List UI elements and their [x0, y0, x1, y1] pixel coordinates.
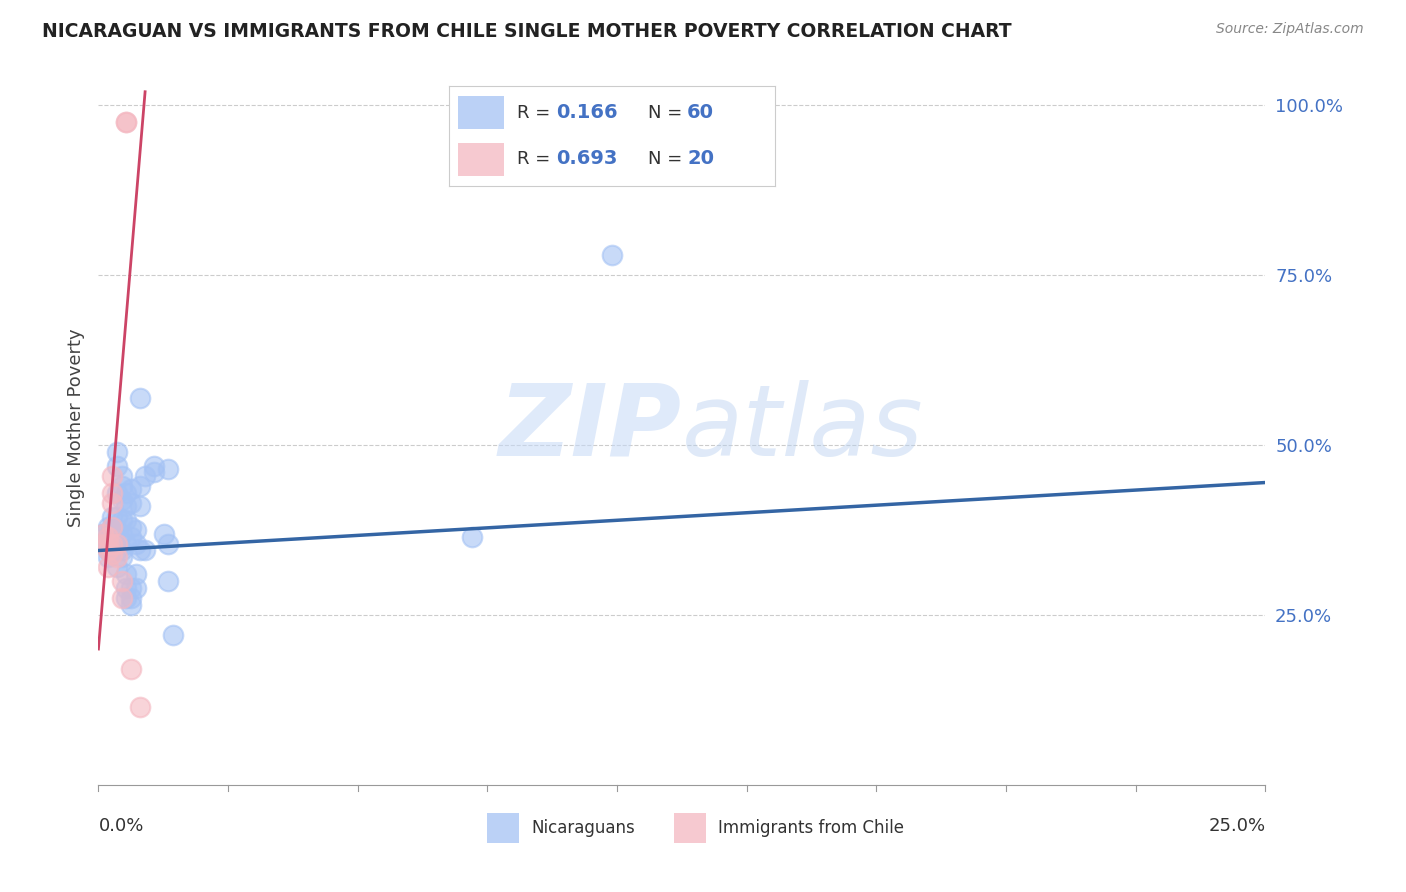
Point — [105, 537, 128, 551]
Point — [143, 458, 166, 473]
Point — [129, 500, 152, 514]
Point — [162, 628, 184, 642]
Point — [97, 537, 120, 551]
Point — [115, 581, 138, 595]
Point — [97, 560, 120, 574]
Point — [125, 523, 148, 537]
Point — [105, 550, 128, 565]
Point — [105, 509, 128, 524]
Point — [91, 526, 114, 541]
Point — [120, 483, 142, 497]
Point — [101, 519, 124, 533]
Point — [134, 543, 156, 558]
Point — [101, 485, 124, 500]
Point — [91, 526, 114, 541]
Point — [101, 537, 124, 551]
Point — [101, 530, 124, 544]
Point — [120, 591, 142, 605]
Point — [143, 466, 166, 480]
Point — [105, 445, 128, 459]
Point — [129, 391, 152, 405]
Point — [461, 530, 484, 544]
Point — [97, 550, 120, 565]
Point — [101, 547, 124, 561]
Point — [120, 530, 142, 544]
Point — [105, 537, 128, 551]
Point — [152, 526, 174, 541]
Text: Source: ZipAtlas.com: Source: ZipAtlas.com — [1216, 22, 1364, 37]
Point — [111, 543, 134, 558]
Point — [101, 496, 124, 510]
Point — [97, 519, 120, 533]
Point — [111, 591, 134, 605]
Point — [91, 537, 114, 551]
Point — [125, 537, 148, 551]
Text: ZIP: ZIP — [499, 380, 682, 476]
Text: NICARAGUAN VS IMMIGRANTS FROM CHILE SINGLE MOTHER POVERTY CORRELATION CHART: NICARAGUAN VS IMMIGRANTS FROM CHILE SING… — [42, 22, 1012, 41]
Point — [101, 537, 124, 551]
Point — [115, 513, 138, 527]
Point — [97, 543, 120, 558]
Point — [97, 543, 120, 558]
Point — [120, 496, 142, 510]
Point — [129, 479, 152, 493]
Point — [115, 567, 138, 582]
Point — [111, 492, 134, 507]
Point — [111, 513, 134, 527]
Point — [115, 591, 138, 605]
Point — [120, 519, 142, 533]
Point — [97, 530, 120, 544]
Point — [111, 574, 134, 588]
Text: 0.0%: 0.0% — [98, 817, 143, 835]
Text: 25.0%: 25.0% — [1208, 817, 1265, 835]
Point — [157, 574, 180, 588]
Point — [115, 115, 138, 129]
Point — [111, 550, 134, 565]
Point — [129, 543, 152, 558]
Point — [120, 662, 142, 676]
Point — [97, 537, 120, 551]
Point — [101, 519, 124, 533]
Point — [120, 598, 142, 612]
Point — [101, 468, 124, 483]
Point — [101, 543, 124, 558]
Point — [120, 581, 142, 595]
Point — [115, 500, 138, 514]
Point — [97, 533, 120, 548]
Point — [105, 485, 128, 500]
Point — [129, 699, 152, 714]
Point — [105, 458, 128, 473]
Point — [125, 567, 148, 582]
Point — [97, 530, 120, 544]
Point — [115, 115, 138, 129]
Point — [105, 560, 128, 574]
Point — [105, 523, 128, 537]
Point — [111, 468, 134, 483]
Text: atlas: atlas — [682, 380, 924, 476]
Point — [101, 537, 124, 551]
Point — [115, 485, 138, 500]
Point — [101, 509, 124, 524]
Point — [125, 581, 148, 595]
Point — [157, 462, 180, 476]
Point — [115, 537, 138, 551]
Point — [105, 543, 128, 558]
Point — [91, 537, 114, 551]
Point — [111, 479, 134, 493]
Point — [111, 526, 134, 541]
Point — [600, 248, 623, 262]
Point — [157, 537, 180, 551]
Y-axis label: Single Mother Poverty: Single Mother Poverty — [66, 329, 84, 527]
Point — [134, 468, 156, 483]
